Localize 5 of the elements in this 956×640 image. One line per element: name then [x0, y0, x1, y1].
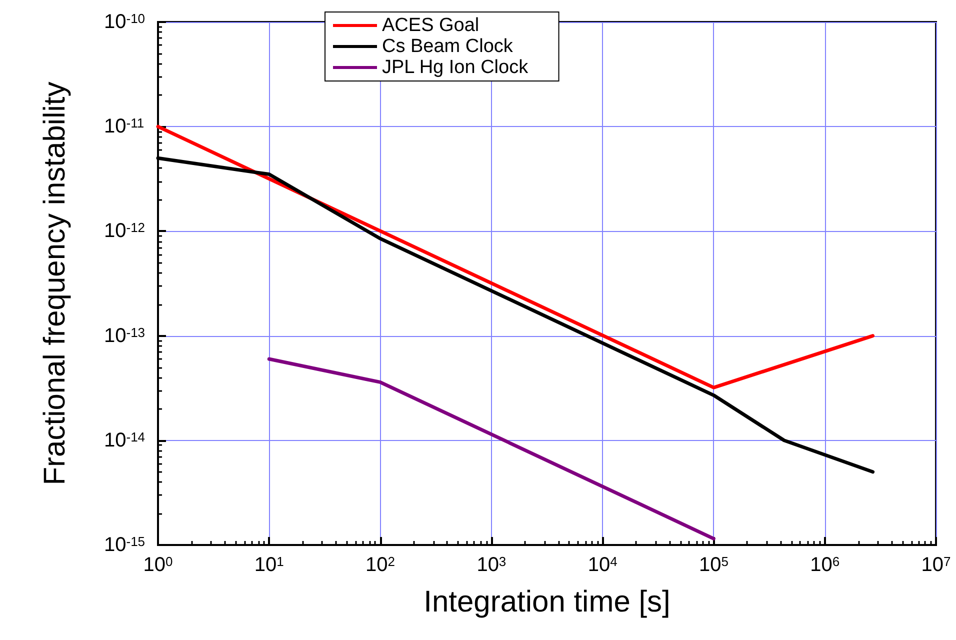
- y-axis-title: Fractional frequency instability: [38, 82, 72, 486]
- x-axis-title: Integration time [s]: [424, 586, 670, 618]
- legend-label: JPL Hg Ion Clock: [382, 57, 529, 78]
- legend-label: Cs Beam Clock: [382, 36, 514, 57]
- legend-label: ACES Goal: [382, 15, 480, 36]
